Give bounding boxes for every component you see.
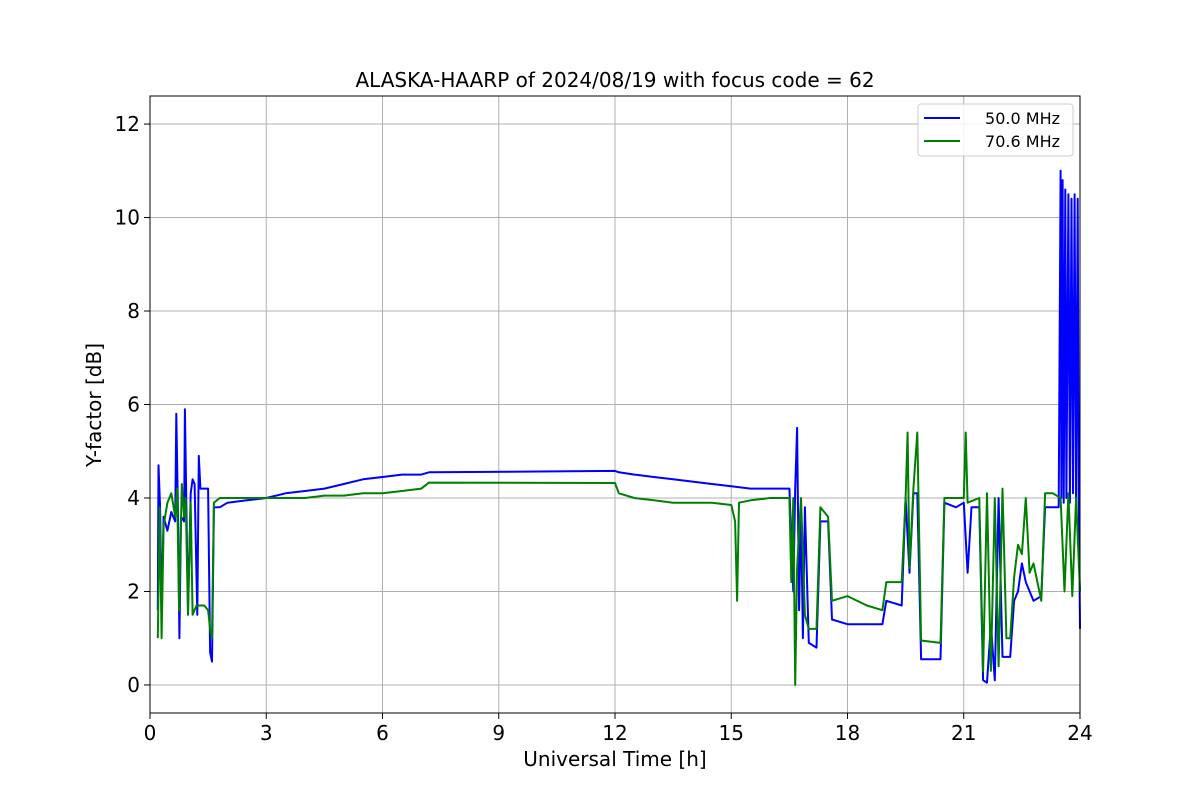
- series-line-green: [156, 431, 1081, 686]
- y-axis: 0 2 4 6 8 10 12: [115, 112, 150, 697]
- x-tick-label: 3: [260, 721, 273, 745]
- series-layer: [156, 169, 1081, 686]
- y-tick-label: 4: [127, 486, 140, 510]
- x-axis: 0 3 6 9 12 15 18 21 24: [144, 713, 1093, 745]
- y-tick-label: 6: [127, 393, 140, 417]
- chart-title: ALASKA-HAARP of 2024/08/19 with focus co…: [355, 68, 874, 92]
- legend: 50.0 MHz 70.6 MHz: [917, 103, 1074, 157]
- legend-label: 50.0 MHz: [985, 109, 1060, 128]
- x-tick-label: 15: [719, 721, 744, 745]
- x-tick-label: 0: [144, 721, 157, 745]
- y-tick-label: 0: [127, 673, 140, 697]
- y-tick-label: 10: [115, 206, 140, 230]
- x-tick-label: 18: [835, 721, 860, 745]
- legend-label: 70.6 MHz: [985, 132, 1060, 151]
- x-tick-label: 21: [951, 721, 976, 745]
- y-tick-label: 12: [115, 112, 140, 136]
- y-tick-label: 2: [127, 579, 140, 603]
- x-tick-label: 6: [376, 721, 389, 745]
- y-axis-title: Y-factor [dB]: [82, 343, 106, 468]
- x-tick-label: 24: [1067, 721, 1092, 745]
- x-tick-label: 12: [602, 721, 627, 745]
- x-axis-title: Universal Time [h]: [523, 747, 706, 771]
- y-tick-label: 8: [127, 299, 140, 323]
- x-tick-label: 9: [492, 721, 505, 745]
